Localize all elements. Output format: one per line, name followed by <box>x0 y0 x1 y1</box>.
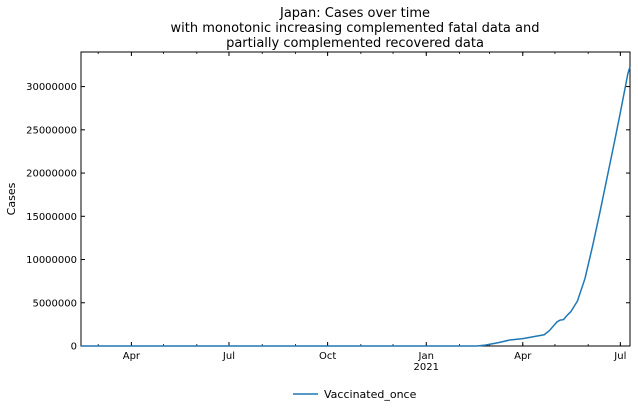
y-tick-label: 5000000 <box>32 298 77 309</box>
chart-title-line-1: Japan: Cases over time <box>279 6 430 21</box>
x-tick-label: Jul <box>222 351 235 362</box>
y-tick-label: 30000000 <box>26 82 77 93</box>
series-group <box>81 66 631 347</box>
y-tick-label: 15000000 <box>26 212 77 223</box>
y-tick-label: 10000000 <box>26 255 77 266</box>
x-tick-label: Oct <box>319 351 336 362</box>
x-tick-label: Jul <box>613 351 626 362</box>
x-tick-label: Apr <box>123 351 141 362</box>
legend-label-vaccinated-once: Vaccinated_once <box>324 388 417 401</box>
y-axis-label: Cases <box>5 182 18 215</box>
legend: Vaccinated_once <box>293 388 417 401</box>
chart-title-line-2: with monotonic increasing complemented f… <box>171 21 540 36</box>
y-tick-label: 0 <box>71 342 77 353</box>
chart-title-line-3: partially complemented recovered data <box>226 36 484 51</box>
chart-title: Japan: Cases over time with monotonic in… <box>171 6 540 51</box>
y-axis: 0 5000000 10000000 15000000 20000000 25000000… <box>26 82 630 353</box>
y-tick-label: 20000000 <box>26 169 77 180</box>
x-tick-label: Apr <box>514 351 532 362</box>
x-tick-year-label: 2021 <box>414 362 439 373</box>
plot-area <box>80 51 631 347</box>
y-tick-label: 25000000 <box>26 125 77 136</box>
series-line-vaccinated-once <box>81 66 631 347</box>
x-tick-label: Jan <box>418 351 434 362</box>
